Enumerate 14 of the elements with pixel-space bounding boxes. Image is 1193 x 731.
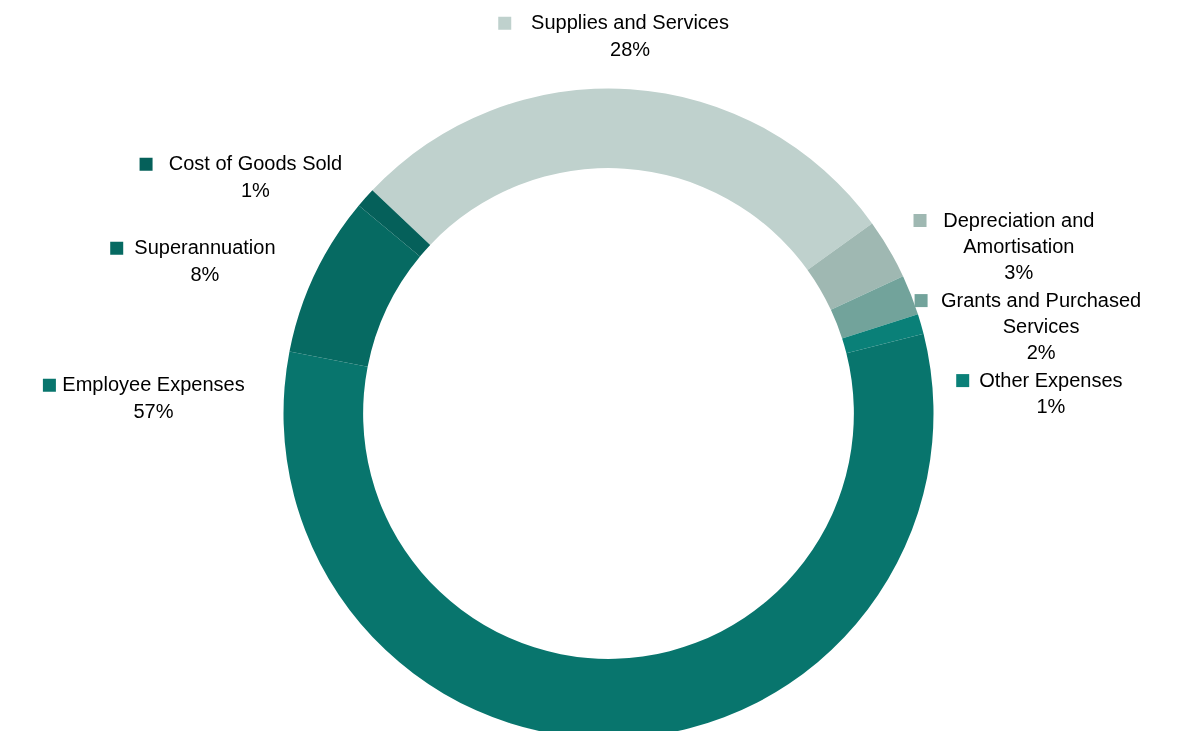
legend-label: Superannuation xyxy=(134,236,276,259)
data-label: 8% xyxy=(190,262,220,285)
legend-label: Other Expenses xyxy=(979,368,1123,391)
legend-label: Supplies and Services xyxy=(531,11,729,34)
legend-label: Employee Expenses xyxy=(62,373,245,396)
data-label: 57% xyxy=(133,399,174,422)
data-label: 3% xyxy=(1004,261,1034,284)
data-label: 2% xyxy=(1026,341,1056,364)
legend-label: Cost of Goods Sold xyxy=(168,152,343,175)
data-label: 28% xyxy=(610,37,651,60)
data-label: 1% xyxy=(241,178,271,201)
legend-label: Grants and Purchased Services xyxy=(941,288,1142,337)
legend-label: Depreciation and Amortisation xyxy=(943,208,1095,257)
data-label: 1% xyxy=(1036,394,1066,417)
